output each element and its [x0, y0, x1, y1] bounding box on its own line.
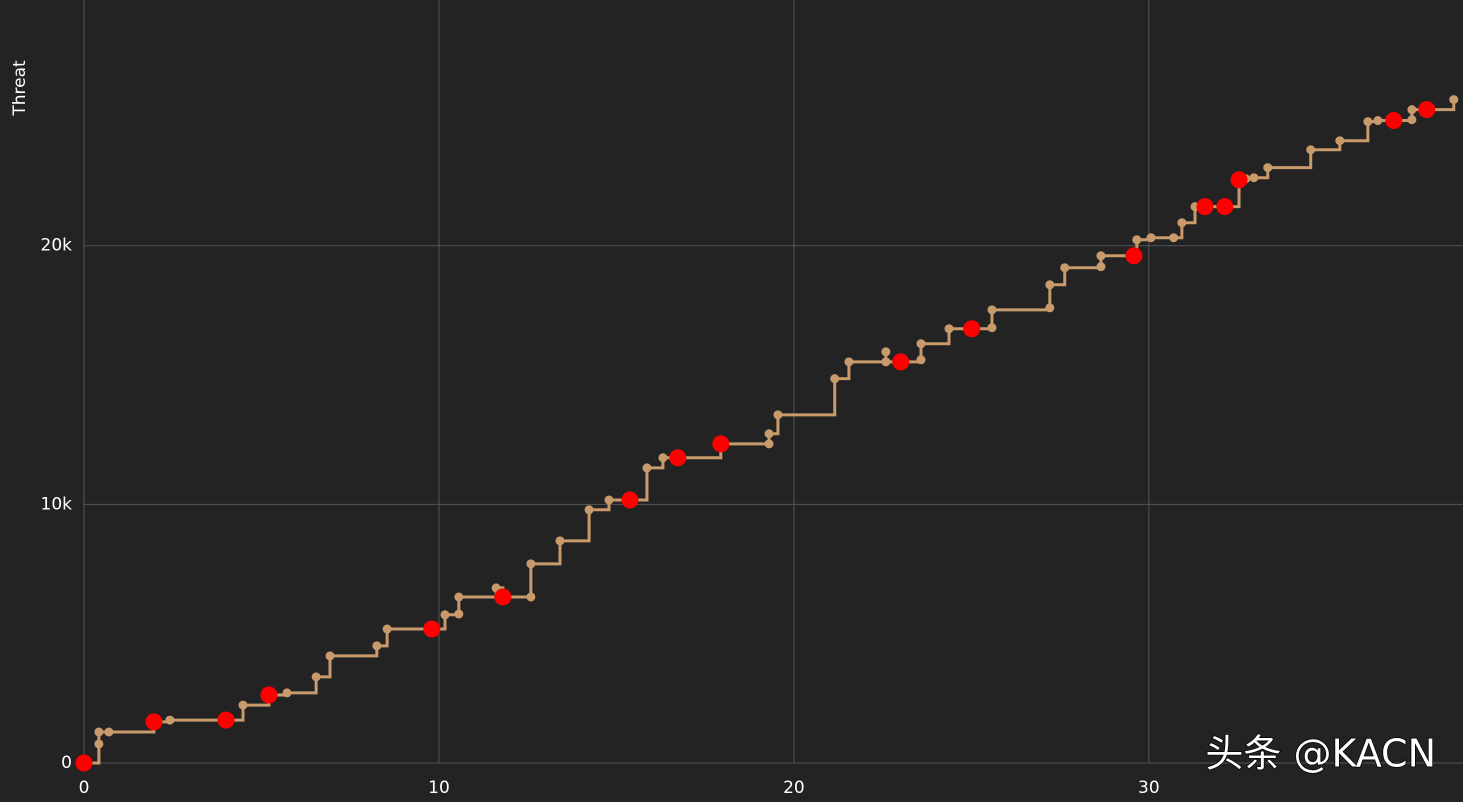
data-point: [1449, 95, 1459, 105]
highlight-point: [1125, 247, 1143, 265]
data-point: [555, 536, 565, 546]
y-tick-label: 0: [61, 753, 72, 773]
data-point: [764, 439, 774, 449]
data-point: [382, 624, 392, 634]
data-point: [526, 592, 536, 602]
data-point: [1407, 115, 1417, 125]
x-tick-label: 10: [428, 778, 450, 798]
x-tick-label: 0: [79, 778, 90, 798]
data-point: [372, 641, 382, 651]
data-point: [1045, 280, 1055, 290]
highlight-point: [1216, 198, 1234, 216]
data-point: [282, 688, 292, 698]
highlight-point: [712, 435, 730, 453]
data-point: [1146, 233, 1156, 243]
data-point: [1096, 262, 1106, 272]
data-point: [1096, 251, 1106, 261]
data-point: [844, 357, 854, 367]
y-tick-label: 20k: [41, 236, 73, 256]
data-point: [1249, 173, 1259, 183]
highlight-point: [494, 588, 512, 606]
data-point: [944, 324, 954, 334]
data-point: [454, 609, 464, 619]
data-point: [165, 715, 175, 725]
data-point: [311, 672, 321, 682]
watermark: 头条 @KACN: [1205, 732, 1436, 776]
data-point: [1177, 218, 1187, 228]
data-point: [1335, 136, 1345, 146]
data-point: [1373, 116, 1383, 126]
y-axis-title: Threat: [10, 60, 30, 117]
highlight-point: [75, 754, 93, 772]
data-point: [1045, 303, 1055, 313]
series: [75, 101, 1436, 772]
data-point: [94, 739, 104, 749]
highlight-point: [1196, 198, 1214, 216]
highlight-point: [1230, 171, 1248, 189]
x-tick-label: 20: [783, 778, 805, 798]
data-point: [238, 700, 248, 710]
highlight-point: [145, 713, 163, 731]
data-point: [773, 410, 783, 420]
y-tick-label: 10k: [41, 494, 73, 514]
data-point: [764, 429, 774, 439]
data-point: [1363, 117, 1373, 127]
data-point: [1306, 145, 1316, 155]
data-point: [1263, 163, 1273, 173]
data-point: [658, 453, 668, 463]
data-point: [916, 355, 926, 365]
highlight-point: [260, 686, 278, 704]
data-point: [881, 347, 891, 357]
data-point: [987, 323, 997, 333]
data-point: [1132, 235, 1142, 245]
data-point: [584, 505, 594, 515]
data-point: [987, 305, 997, 315]
highlight-point: [669, 449, 687, 467]
data-point: [1169, 233, 1179, 243]
data-point: [454, 592, 464, 602]
data-point: [104, 727, 114, 737]
highlight-point: [1385, 112, 1403, 130]
x-tick-label: 30: [1138, 778, 1160, 798]
data-point: [642, 463, 652, 473]
highlight-point: [621, 491, 639, 509]
data-point: [604, 495, 614, 505]
data-point: [881, 357, 891, 367]
data-point: [830, 374, 840, 384]
data-point: [916, 339, 926, 349]
data-point: [94, 727, 104, 737]
highlight-point: [892, 353, 910, 371]
highlight-point: [1418, 101, 1436, 119]
data-point: [325, 651, 335, 661]
data-point: [526, 559, 536, 569]
highlight-point: [423, 620, 441, 638]
highlight-point: [217, 711, 235, 729]
data-point: [1060, 263, 1070, 273]
data-point: [440, 610, 450, 620]
data-point: [1407, 105, 1417, 115]
highlight-point: [963, 320, 981, 338]
